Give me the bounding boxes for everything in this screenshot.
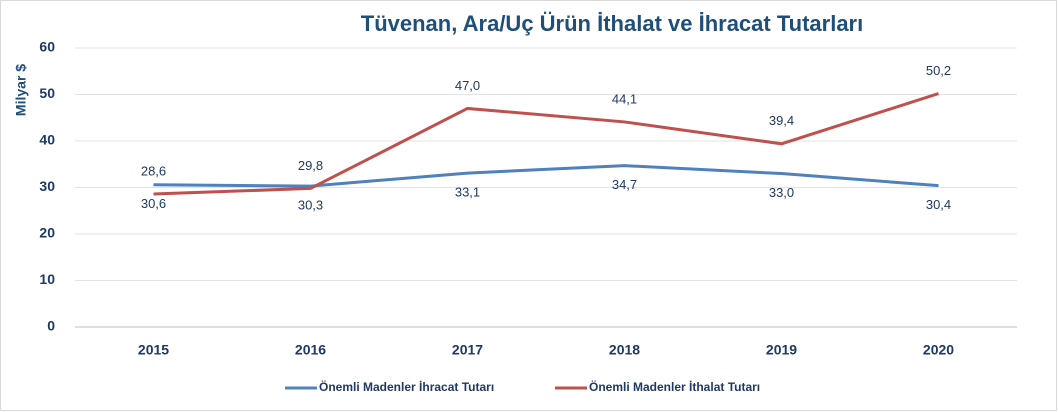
legend-label: Önemli Madenler İhracat Tutarı [319, 379, 494, 394]
data-label: 30,4 [926, 197, 951, 212]
series-line [153, 164, 939, 188]
x-tick-label: 2017 [452, 342, 483, 358]
y-tick-label: 0 [47, 318, 55, 334]
data-label: 50,2 [926, 63, 951, 78]
chart-title: Tüvenan, Ara/Uç Ürün İthalat ve İhracat … [361, 11, 863, 36]
data-label: 47,0 [455, 78, 480, 93]
data-label: 39,4 [769, 113, 794, 128]
data-label: 33,1 [455, 185, 480, 200]
x-tick-label: 2015 [138, 342, 169, 358]
y-tick-label: 30 [39, 178, 55, 194]
data-label: 28,6 [141, 163, 166, 178]
y-axis-label: Milyar $ [13, 64, 29, 116]
y-tick-label: 50 [39, 85, 55, 101]
data-label: 30,3 [298, 198, 323, 213]
legend-label: Önemli Madenler İthalat Tutarı [589, 379, 760, 394]
data-label: 33,0 [769, 185, 794, 200]
x-tick-label: 2016 [295, 342, 326, 358]
y-tick-label: 60 [39, 39, 55, 55]
y-tick-label: 40 [39, 132, 55, 148]
data-label: 34,7 [612, 177, 637, 192]
data-label: 44,1 [612, 91, 637, 106]
data-label: 30,6 [141, 196, 166, 211]
x-tick-label: 2020 [923, 342, 954, 358]
x-tick-label: 2019 [766, 342, 797, 358]
y-tick-label: 20 [39, 225, 55, 241]
data-label: 29,8 [298, 158, 323, 173]
x-tick-label: 2018 [609, 342, 640, 358]
y-tick-label: 10 [39, 271, 55, 287]
series-line [153, 92, 939, 196]
